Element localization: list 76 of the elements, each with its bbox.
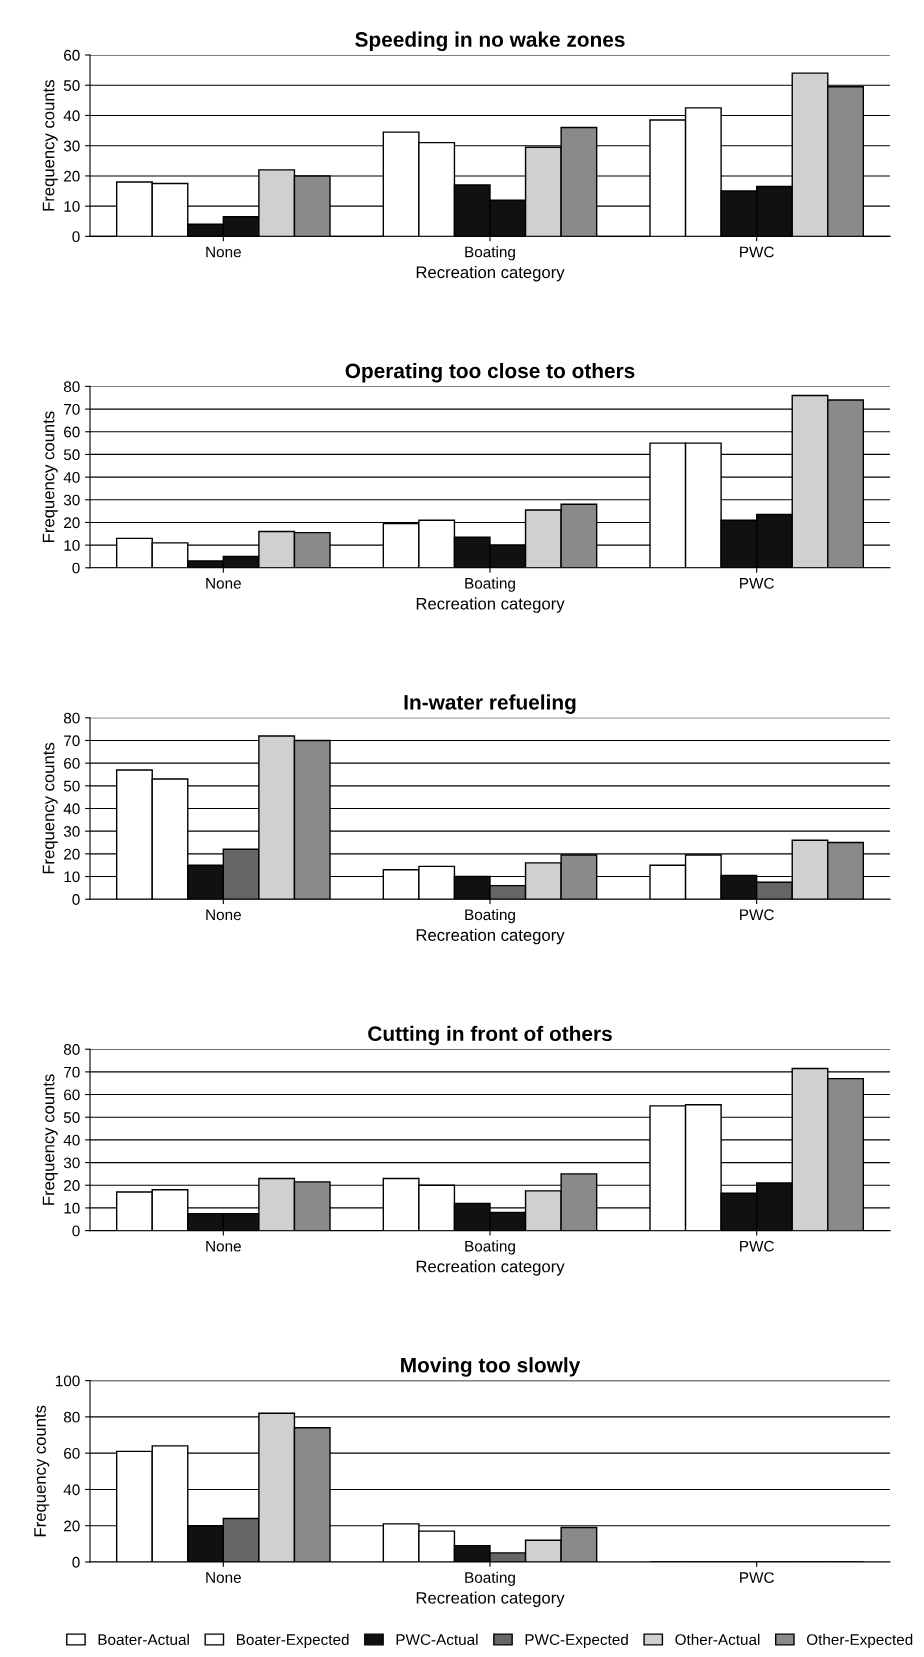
y-tick-label: 60	[64, 758, 80, 769]
x-tick-label: PWC	[740, 246, 774, 258]
y-tick-label: 50	[63, 80, 80, 91]
y-tick-label: 20	[64, 170, 80, 182]
x-tick-label: PWC	[740, 909, 774, 921]
y-tick-label: 80	[63, 1411, 80, 1423]
chart-title: Operating too close to others	[345, 362, 635, 383]
y-tick-label: 60	[64, 49, 80, 61]
chart-title: In-water refueling	[404, 694, 576, 714]
legend-label: PWC-Actual	[396, 1633, 478, 1646]
y-tick-label: 0	[72, 1556, 80, 1568]
y-tick-label: 10	[64, 539, 80, 551]
x-tick-label: None	[206, 578, 241, 589]
y-tick-label: 20	[64, 1180, 80, 1191]
y-tick-label: 40	[63, 1134, 80, 1146]
y-tick-label: 50	[63, 1112, 80, 1123]
y-tick-label: 20	[64, 1520, 80, 1532]
x-tick-label: Boating	[465, 908, 515, 924]
y-tick-label: 50	[63, 780, 80, 792]
y-tick-label: 30	[63, 1157, 80, 1169]
y-tick-label: 60	[64, 426, 80, 438]
y-tick-label: 0	[72, 1225, 80, 1237]
x-tick-label: PWC	[740, 1240, 774, 1252]
y-tick-label: 30	[63, 494, 80, 506]
y-tick-label: 20	[64, 517, 80, 529]
x-tick-label: None	[206, 909, 241, 921]
x-tick-label: Boating	[465, 246, 515, 261]
x-axis-title: Recreation category	[416, 1260, 565, 1276]
x-tick-label: PWC	[740, 1572, 774, 1583]
y-tick-label: 70	[64, 735, 80, 747]
x-tick-label: None	[206, 1240, 241, 1252]
y-tick-label: 0	[72, 562, 80, 574]
y-tick-label: 100	[55, 1375, 80, 1387]
legend-label: Boater-Expected	[236, 1633, 349, 1649]
x-axis-title: Recreation category	[416, 1591, 565, 1608]
y-tick-label: 40	[63, 471, 80, 483]
y-tick-label: 70	[64, 1066, 80, 1078]
y-tick-label: 60	[64, 1448, 80, 1459]
y-tick-label: 30	[63, 140, 80, 152]
y-tick-label: 80	[63, 712, 80, 724]
y-axis-title: Frequency counts	[42, 1074, 58, 1205]
y-axis-title: Frequency counts	[34, 1405, 50, 1537]
y-tick-label: 70	[64, 403, 80, 415]
x-tick-label: Boating	[465, 1571, 515, 1586]
x-tick-label: None	[206, 246, 241, 258]
legend-label: Other-Expected	[806, 1633, 913, 1649]
y-tick-label: 20	[64, 848, 80, 860]
x-axis-title: Recreation category	[416, 265, 565, 282]
y-axis-title: Frequency counts	[42, 411, 58, 542]
y-tick-label: 10	[64, 1202, 80, 1214]
y-tick-label: 80	[63, 1044, 80, 1055]
y-tick-label: 10	[64, 871, 80, 883]
x-tick-label: Boating	[465, 1240, 515, 1255]
chart-title: Speeding in no wake zones	[355, 31, 625, 52]
y-axis-title: Frequency counts	[42, 742, 58, 874]
x-axis-title: Recreation category	[416, 928, 565, 945]
x-tick-label: PWC	[740, 577, 774, 589]
y-tick-label: 0	[72, 894, 80, 905]
y-tick-label: 0	[72, 231, 80, 243]
legend-label: Boater-Actual	[98, 1633, 189, 1646]
x-axis-title: Recreation category	[416, 597, 565, 613]
y-tick-label: 40	[63, 1484, 80, 1496]
y-tick-label: 10	[64, 201, 80, 212]
y-tick-label: 50	[63, 449, 80, 461]
legend-label: Other-Actual	[675, 1633, 760, 1646]
y-tick-label: 30	[63, 826, 80, 837]
x-tick-label: Boating	[465, 577, 515, 592]
chart-title: Cutting in front of others	[368, 1025, 612, 1046]
y-tick-label: 60	[64, 1089, 80, 1101]
x-tick-label: None	[206, 1572, 241, 1583]
y-tick-label: 40	[63, 110, 80, 122]
y-axis-title: Frequency counts	[42, 80, 58, 211]
y-tick-label: 40	[63, 803, 80, 815]
chart-title: Moving too slowly	[401, 1357, 581, 1377]
legend-label: PWC-Expected	[525, 1633, 628, 1649]
y-tick-label: 80	[63, 381, 80, 393]
